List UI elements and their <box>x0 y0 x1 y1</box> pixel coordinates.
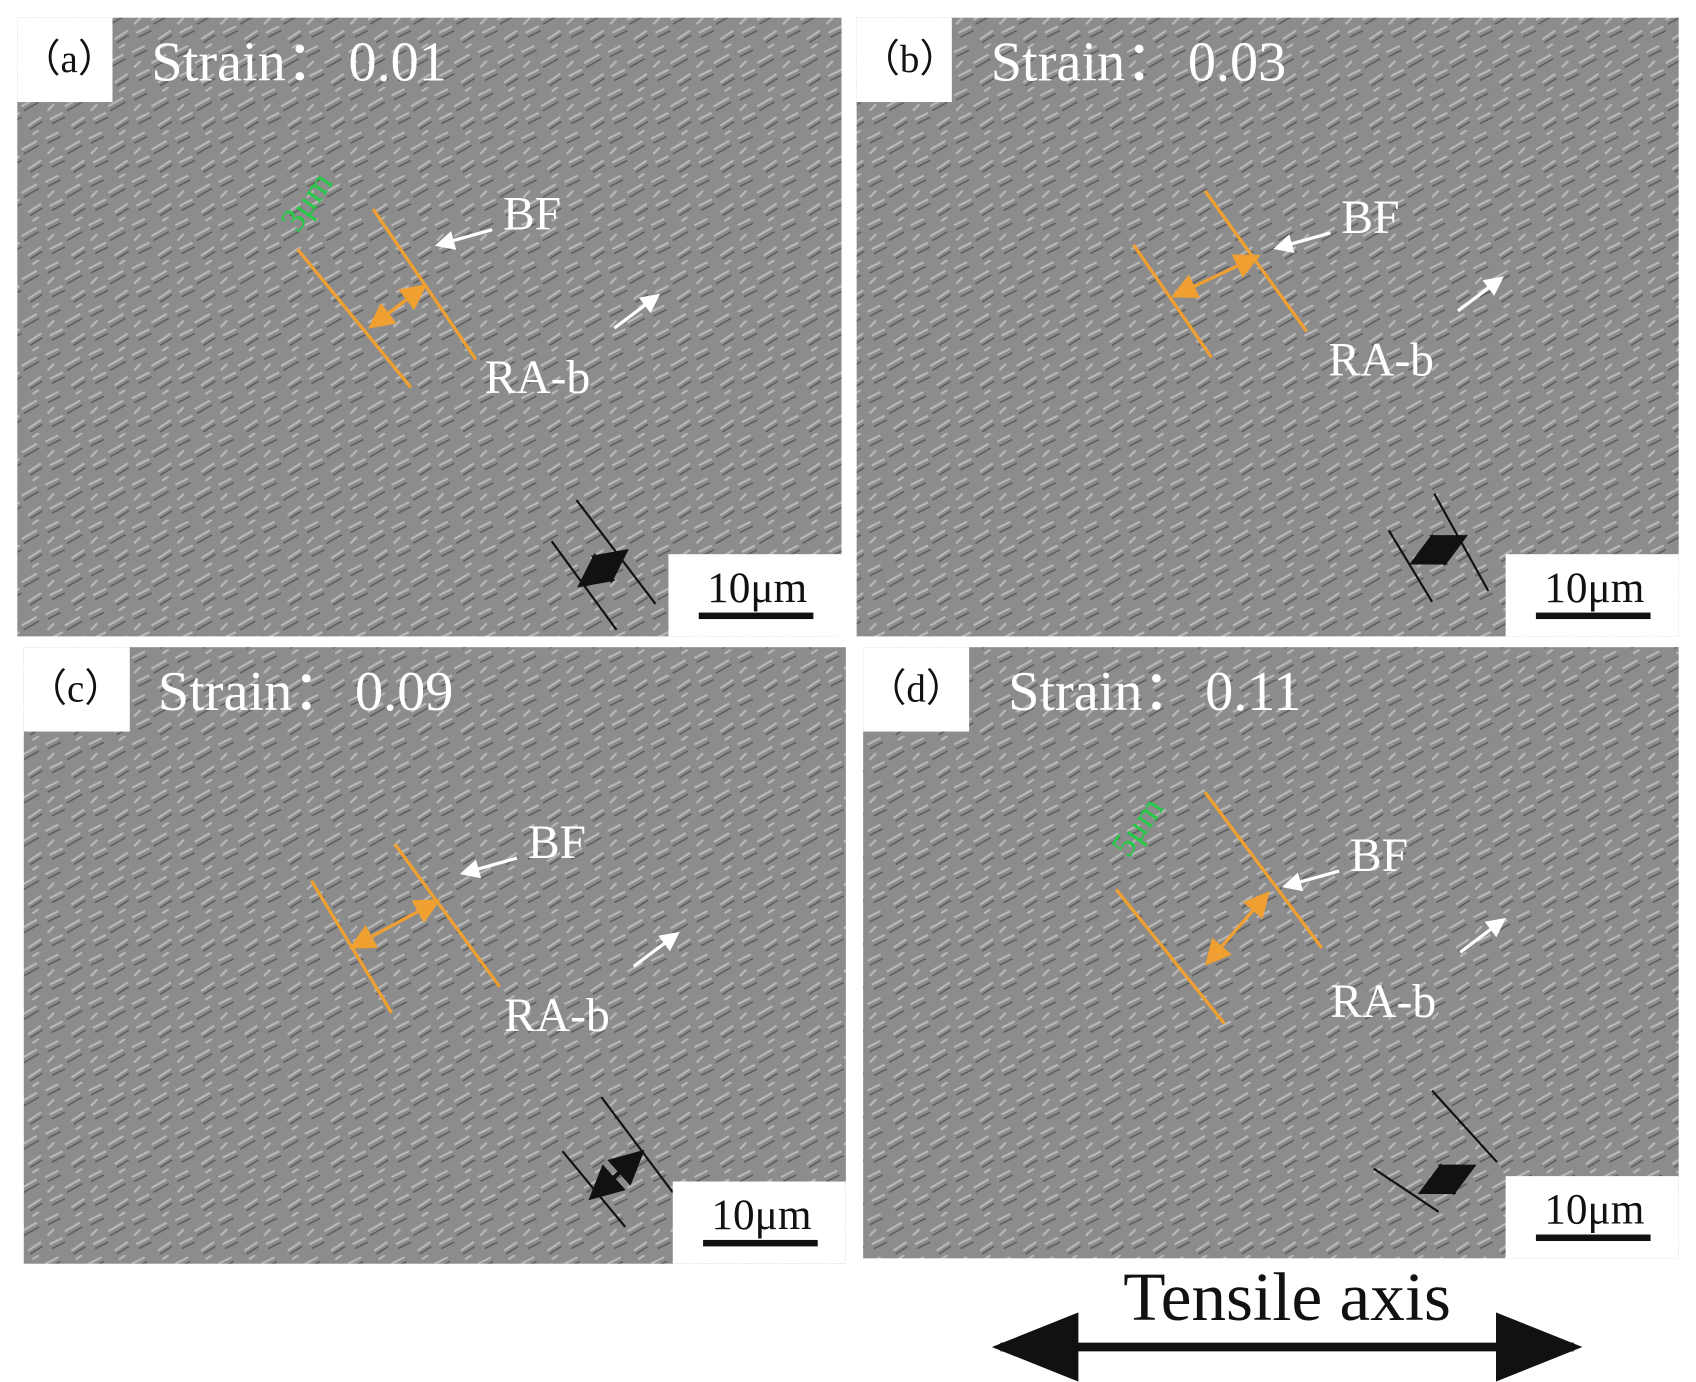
micrograph <box>23 647 846 1264</box>
width-arrow <box>577 549 629 588</box>
panel: （c） Strain： 0.09 BF RA-b 10μm <box>23 647 846 1264</box>
label-box <box>23 647 130 732</box>
scale-bar-box <box>1505 1176 1679 1259</box>
micrograph <box>863 647 1679 1259</box>
strain-label: Strain： <box>991 31 1182 93</box>
strain-value: 0.11 <box>1205 661 1301 723</box>
label-box <box>863 647 970 732</box>
strain-value: 0.09 <box>355 661 453 723</box>
boundary-line <box>600 1096 674 1193</box>
scale-bar <box>703 1239 818 1247</box>
scale-bar <box>1535 1234 1651 1242</box>
width-arrow <box>588 1149 645 1201</box>
strain-value: 0.01 <box>348 31 446 93</box>
bf-label: BF <box>503 189 561 241</box>
scale-bar-box <box>1505 554 1679 637</box>
bf-boundary <box>1114 888 1226 1025</box>
rab-label: RA-b <box>1330 976 1436 1028</box>
bf-width-arrow <box>367 284 428 329</box>
bf-arrow <box>1281 869 1340 892</box>
boundary-line <box>1431 1089 1498 1163</box>
micrograph <box>856 17 1679 637</box>
strain-text: Strain： 0.11 <box>1008 661 1301 723</box>
bf-arrow <box>459 856 518 879</box>
strain-text: Strain： 0.09 <box>158 661 453 723</box>
scale-bar-label: 10μm <box>711 1191 811 1239</box>
panel-label: （b） <box>861 38 958 81</box>
scale-bar <box>698 612 814 620</box>
bf-boundary <box>296 248 413 389</box>
panel-label: （a） <box>22 38 117 81</box>
micrograph <box>17 17 842 637</box>
rab-label: RA-b <box>504 990 610 1042</box>
label-box <box>856 17 952 103</box>
width-arrow <box>1409 533 1468 567</box>
bf-arrow <box>1273 231 1331 254</box>
bf-arrow <box>434 228 493 250</box>
scale-bar-box <box>672 1181 846 1264</box>
panel: （b） Strain： 0.03 BF RA-b 10μm <box>856 17 1679 637</box>
strain-text: Strain： 0.01 <box>151 31 446 93</box>
bf-label: BF <box>528 817 586 869</box>
rab-arrow <box>632 931 680 968</box>
tensile-axis-label: Tensile axis <box>1123 1258 1451 1335</box>
bf-width-arrow <box>349 899 441 949</box>
scale-bar <box>1535 612 1651 620</box>
strain-text: Strain： 0.03 <box>991 31 1286 93</box>
strain-label: Strain： <box>158 661 349 723</box>
bf-label: BF <box>1341 192 1399 244</box>
rab-label: RA-b <box>485 352 591 404</box>
strain-label: Strain： <box>151 31 342 93</box>
label-box <box>17 17 113 103</box>
bf-label: BF <box>1350 830 1408 882</box>
bf-width-arrow <box>1170 254 1261 299</box>
bf-boundary <box>1203 791 1324 949</box>
width-arrow <box>1417 1163 1477 1196</box>
bf-width-arrow <box>1205 891 1270 966</box>
panel-label: （d） <box>867 667 964 710</box>
rab-arrow <box>1459 917 1507 954</box>
rab-label: RA-b <box>1328 335 1434 387</box>
strain-label: Strain： <box>1008 661 1199 723</box>
rab-arrow <box>1457 276 1504 313</box>
rab-arrow <box>613 293 661 330</box>
bf-boundary <box>393 843 502 988</box>
panel-label: （c） <box>28 667 123 710</box>
boundary-line <box>1373 1167 1440 1213</box>
bf-boundary <box>1132 243 1213 359</box>
scale-bar-label: 10μm <box>707 564 807 612</box>
scale-bar-box <box>668 554 842 637</box>
scale-bar-label: 10μm <box>1544 1186 1644 1234</box>
scale-bar-label: 10μm <box>1544 564 1644 612</box>
strain-value: 0.03 <box>1188 31 1286 93</box>
